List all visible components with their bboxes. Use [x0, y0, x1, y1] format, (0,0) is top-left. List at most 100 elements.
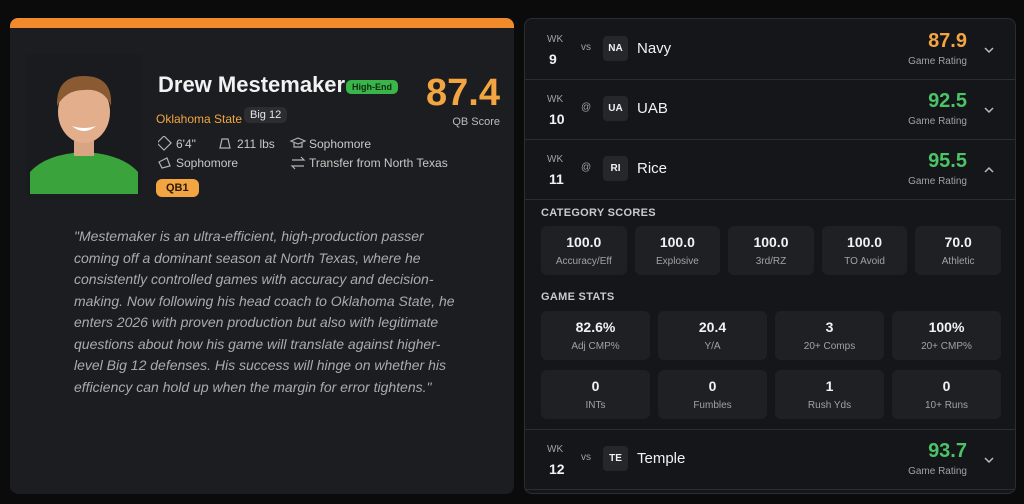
team-abbr: UA [603, 96, 628, 121]
expand-toggle[interactable] [983, 453, 995, 465]
location: @ [581, 162, 592, 173]
role-text: QB1 [166, 182, 189, 194]
stat-label: Y/A [704, 341, 721, 352]
expand-toggle[interactable] [983, 43, 995, 55]
rating-label: Game Rating [908, 176, 967, 187]
quote-line: level Big 12 defenses. His success will … [74, 357, 446, 373]
qb-score-label: QB Score [452, 116, 500, 128]
player-name: Drew Mestemaker [158, 72, 346, 97]
location: @ [581, 102, 592, 113]
tier-badge: High-End [346, 80, 398, 94]
school: Oklahoma State [156, 112, 243, 126]
score-value: 100.0 [566, 234, 602, 250]
stat-label: INTs [585, 400, 606, 411]
location: vs [581, 42, 591, 53]
game-row[interactable]: WK 9 vs NA Navy 87.9 Game Rating [525, 19, 1015, 80]
week-label: WK [547, 94, 564, 105]
score-value: 100.0 [659, 234, 695, 250]
conference-badge: Big 12 [244, 107, 288, 123]
score-label: Accuracy/Eff [555, 256, 612, 267]
team-abbr: TE [603, 446, 628, 471]
score-label: TO Avoid [844, 256, 885, 267]
game-stat: 3 20+ Comps [775, 311, 884, 360]
quote-line: coming off a dominant season at North Te… [74, 249, 421, 266]
height: 6'4" [176, 137, 196, 151]
category-score: 100.0 TO Avoid [821, 226, 908, 275]
stat-value: 0 [708, 378, 717, 394]
quote-line: making. Now following his head coach to … [74, 292, 455, 309]
game-row[interactable]: WK 11 @ RI Rice 95.5 Game Rating [525, 139, 1015, 200]
chevron[interactable] [983, 164, 995, 176]
score-value: 100.0 [847, 234, 883, 250]
quote-line: "Mestemaker is an ultra-efficient, high-… [74, 228, 424, 244]
rating-label: Game Rating [908, 466, 967, 477]
stats-grid: 82.6% Adj CMP% 20.4 Y/A 3 20+ Comps 100% 20+ CM… [541, 311, 1001, 419]
chevron[interactable] [983, 104, 995, 116]
player-photo [26, 54, 142, 194]
transfer: Transfer from North Texas [309, 156, 448, 170]
score-label: Athletic [941, 256, 975, 267]
category-score: 100.0 Explosive [634, 226, 721, 275]
score-value: 100.0 [753, 234, 789, 250]
stat-value: 3 [825, 319, 834, 335]
opponent: Navy [637, 40, 672, 57]
week-number: 12 [549, 461, 565, 477]
game-rating: 95.5 [928, 150, 967, 172]
category-score: 100.0 Accuracy/Eff [541, 226, 627, 275]
game-stat: 1 Rush Yds [775, 370, 884, 419]
stat-value: 1 [825, 378, 834, 394]
quote-line: efficiency can hold up when the margin f… [74, 378, 432, 395]
rating-label: Game Rating [908, 56, 967, 67]
role-badge: QB1 [156, 179, 199, 197]
game-stat: 20.4 Y/A [658, 311, 767, 360]
accent-bar [10, 18, 514, 28]
stat-label: 20+ CMP% [921, 341, 972, 352]
stat-label: 20+ Comps [803, 341, 856, 352]
info-icons [158, 136, 307, 170]
opponent: Rice [637, 160, 668, 177]
stat-label: Rush Yds [807, 400, 852, 411]
section-title: CATEGORY SCORES [541, 207, 656, 219]
game-row[interactable]: WK 10 @ UA UAB 92.5 Game Rating [525, 79, 1015, 140]
stat-value: 100% [928, 319, 965, 335]
category-grid: 100.0 Accuracy/Eff 100.0 Explosive 100.0 3rd/… [541, 226, 1001, 275]
expand-toggle[interactable] [983, 103, 995, 115]
opponent: UAB [637, 100, 668, 117]
player-card: Drew Mestemaker High-End Oklahoma State … [10, 18, 514, 494]
week-number: 10 [549, 111, 565, 127]
qb-score: 87.4 [426, 72, 500, 114]
games-panel: WK 9 vs NA Navy 87.9 Game Rating WK 10 @ UA UAB 92.5… [524, 18, 1016, 494]
stat-value: 20.4 [698, 319, 727, 335]
category-score: 100.0 3rd/RZ [728, 226, 814, 275]
team-abbr: NA [603, 36, 628, 61]
game-stat: 0 INTs [541, 370, 650, 419]
expand-toggle[interactable] [983, 163, 995, 175]
rating-label: Game Rating [908, 116, 967, 127]
week-label: WK [547, 444, 564, 455]
team-abbr: RI [603, 156, 628, 181]
score-value: 70.0 [944, 234, 972, 250]
game-stat: 100% 20+ CMP% [892, 311, 1001, 360]
score-label: Explosive [655, 256, 699, 267]
stat-value: 0 [591, 378, 600, 394]
game-stat: 0 10+ Runs [892, 370, 1001, 419]
weight: 211 lbs [237, 137, 275, 151]
week-label: WK [547, 34, 564, 45]
game-details: CATEGORY SCORES 100.0 Accuracy/Eff 100.0 Exp… [525, 199, 1015, 430]
game-stat: 0 Fumbles [658, 370, 767, 419]
category-score: 70.0 Athletic [915, 226, 1001, 275]
week-number: 9 [549, 51, 557, 67]
week-label: WK [547, 154, 564, 165]
class: Sophomore [309, 137, 372, 151]
game-stat: 82.6% Adj CMP% [541, 311, 650, 360]
section-title: GAME STATS [541, 291, 615, 303]
chevron[interactable] [983, 44, 995, 56]
score-label: 3rd/RZ [755, 256, 787, 267]
stat-label: 10+ Runs [924, 400, 969, 411]
stat-value: 82.6% [575, 319, 616, 335]
game-row[interactable]: WK 12 vs TE Temple 93.7 Game Rating [525, 429, 1015, 490]
opponent: Temple [637, 450, 686, 467]
chevron[interactable] [983, 454, 995, 466]
game-rating: 92.5 [928, 90, 967, 112]
